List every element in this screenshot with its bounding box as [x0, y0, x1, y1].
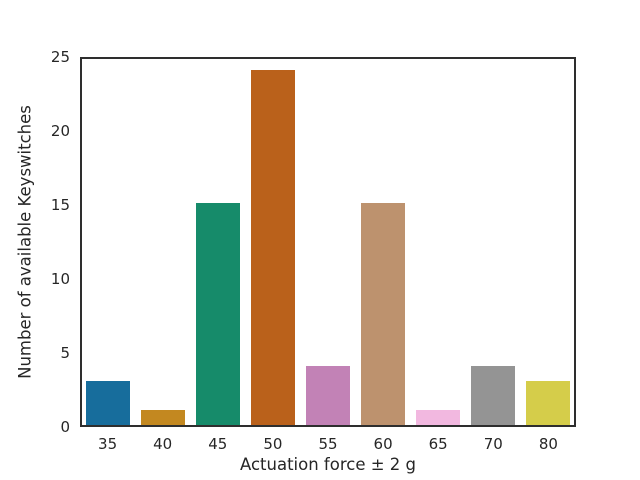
y-tick-label: 15: [50, 196, 70, 214]
x-tick-label: 60: [373, 435, 393, 453]
bar-80: [526, 380, 571, 425]
bar-50: [250, 69, 295, 425]
x-tick-label: 65: [428, 435, 448, 453]
y-tick-label: 20: [50, 122, 70, 140]
x-tick-label: 70: [483, 435, 503, 453]
bar-70: [471, 365, 516, 425]
x-tick-label: 50: [263, 435, 283, 453]
x-tick-label: 45: [208, 435, 228, 453]
x-tick-label: 40: [153, 435, 173, 453]
x-axis-label: Actuation force ± 2 g: [239, 455, 417, 474]
y-tick-label: 0: [60, 418, 70, 436]
bar-55: [306, 365, 350, 425]
bar-65: [416, 410, 461, 425]
bar-45: [195, 203, 240, 425]
y-tick-label: 10: [50, 270, 70, 288]
x-tick-label: 55: [318, 435, 338, 453]
bar-35: [85, 380, 130, 425]
y-axis-label: Number of available Keyswitches: [15, 105, 35, 379]
y-tick-label: 5: [60, 344, 70, 362]
x-tick-label: 35: [98, 435, 118, 453]
plot-area: [80, 57, 576, 427]
x-tick-label: 80: [538, 435, 558, 453]
bar-40: [140, 410, 185, 425]
bar-60: [361, 203, 406, 425]
y-tick-label: 25: [50, 48, 70, 66]
